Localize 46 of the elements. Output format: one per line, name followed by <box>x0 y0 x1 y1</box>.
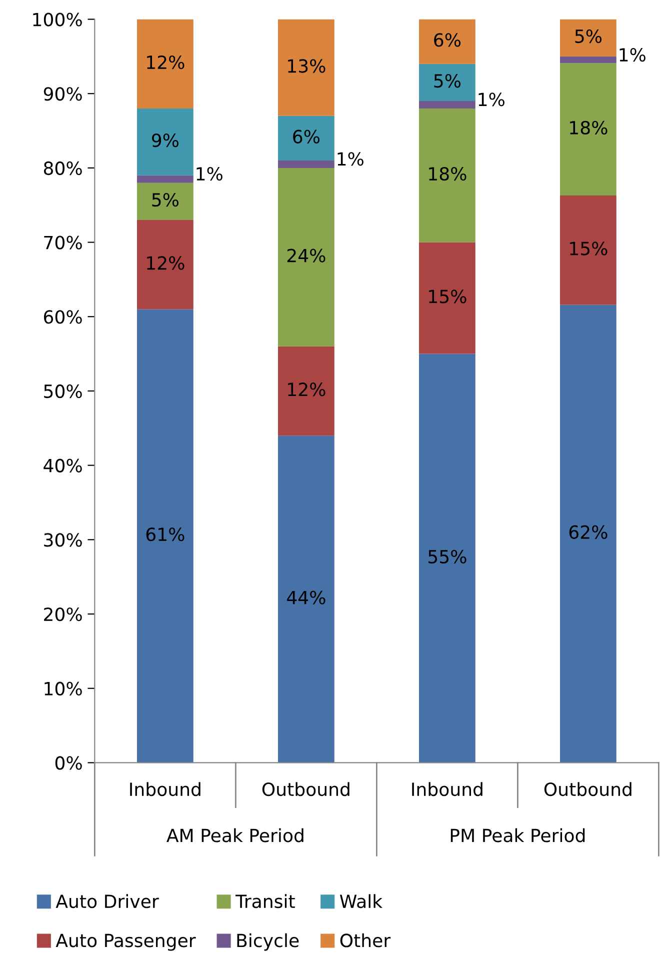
x-tick-label: Inbound <box>412 782 482 796</box>
y-tick-label: 80% <box>44 161 82 176</box>
y-tick-label: 100% <box>33 12 82 26</box>
data-label: 5% <box>575 29 602 44</box>
data-label: 1% <box>338 152 364 166</box>
data-label: 15% <box>570 242 608 256</box>
y-tick-label: 30% <box>44 533 82 547</box>
data-label: 1% <box>196 166 222 181</box>
data-label: 9% <box>152 134 178 148</box>
y-tick-label: 60% <box>44 310 82 324</box>
data-label: 12% <box>147 256 184 270</box>
data-label: 61% <box>146 528 184 542</box>
data-label: 18% <box>429 166 466 181</box>
legend-label: Other <box>340 933 391 948</box>
data-label: 44% <box>286 590 326 604</box>
data-label: 24% <box>287 248 326 262</box>
data-label: 13% <box>288 59 326 73</box>
data-label: 62% <box>569 525 608 539</box>
data-label: 12% <box>147 55 184 70</box>
data-label: 6% <box>293 130 320 144</box>
data-label: 15% <box>429 290 466 304</box>
data-label: 5% <box>152 192 178 207</box>
y-tick-label: 70% <box>44 236 82 250</box>
y-tick-label: 0% <box>55 756 82 770</box>
x-tick-label: Outbound <box>544 782 632 796</box>
text: PM Peak Period <box>450 828 585 842</box>
y-tick-label: 40% <box>44 458 82 472</box>
data-label: 5% <box>434 74 461 88</box>
legend-label: Auto Passenger <box>56 934 196 951</box>
data-label: 18% <box>570 120 608 135</box>
x-tick-label: Inbound <box>130 782 200 796</box>
y-tick-label: 90% <box>44 87 82 101</box>
legend-label: Auto Driver <box>56 894 159 908</box>
legend-label: Walk <box>340 894 383 908</box>
data-label: 12% <box>288 382 326 396</box>
text: AM Peak Period <box>166 828 304 842</box>
legend-label: Bicycle <box>237 933 299 951</box>
y-tick-label: 50% <box>44 384 82 398</box>
data-label: 6% <box>434 33 461 47</box>
data-label: 1% <box>478 92 504 106</box>
data-label: 1% <box>620 48 646 62</box>
legend-label: Transit <box>235 894 295 908</box>
data-label: 55% <box>428 550 466 564</box>
y-tick-label: 10% <box>44 682 82 696</box>
y-tick-label: 20% <box>44 607 82 622</box>
x-tick-label: Outbound <box>262 782 350 796</box>
